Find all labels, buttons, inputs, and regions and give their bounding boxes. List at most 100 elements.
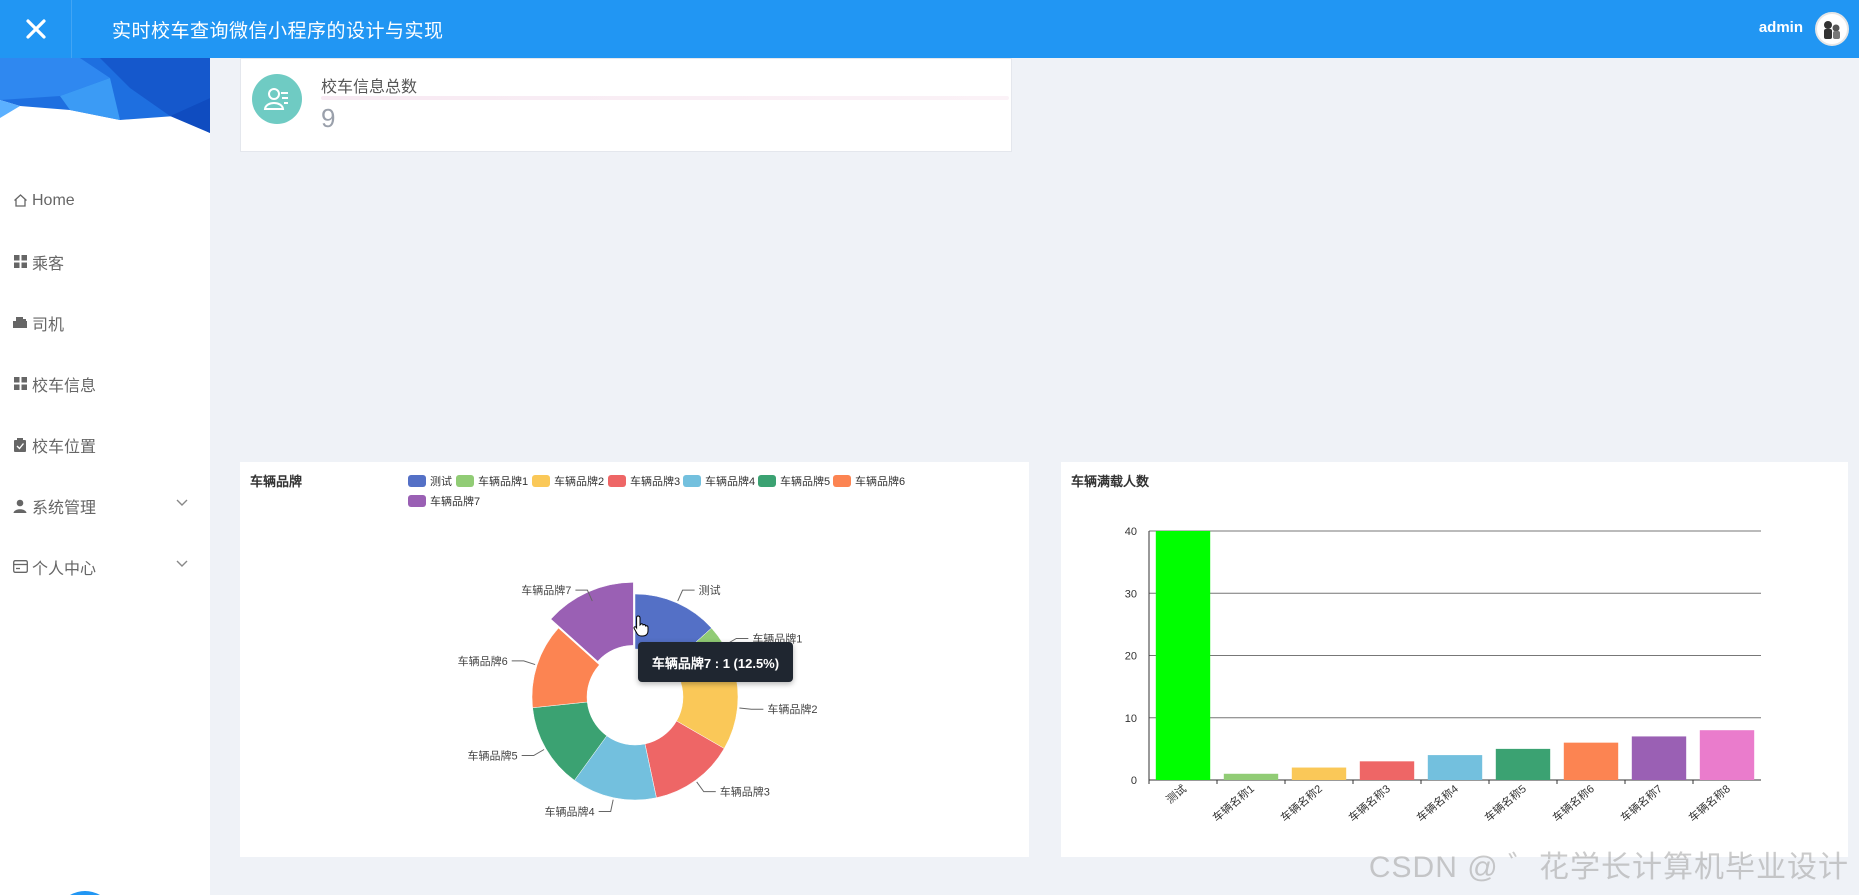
x-tick-label: 车辆名称2 — [1278, 782, 1325, 825]
legend-item[interactable]: 车辆品牌6 — [833, 474, 905, 488]
user-icon — [12, 498, 28, 514]
legend-label: 车辆品牌6 — [855, 474, 905, 488]
pie-slice[interactable] — [531, 627, 600, 709]
stat-icon-circle — [252, 74, 302, 124]
x-tick-label: 车辆名称5 — [1482, 782, 1529, 825]
x-tick-label: 车辆名称6 — [1550, 782, 1597, 825]
pie-leader-line — [677, 589, 695, 602]
close-menu-button[interactable] — [0, 0, 72, 58]
y-tick-label: 20 — [1125, 651, 1137, 663]
pie-tooltip: 车辆品牌7 : 1 (12.5%) — [638, 642, 793, 682]
legend-swatch — [532, 475, 550, 487]
legend-swatch — [683, 475, 701, 487]
sidebar-item-bus-location[interactable]: 校车位置 — [0, 414, 210, 475]
bar[interactable] — [1495, 748, 1551, 780]
y-tick-label: 30 — [1125, 588, 1137, 600]
bus-total-stat-card: 校车信息总数 9 — [240, 58, 1012, 152]
legend-swatch — [758, 475, 776, 487]
bar[interactable] — [1427, 755, 1483, 780]
legend-swatch — [833, 475, 851, 487]
bar[interactable] — [1631, 736, 1687, 780]
legend-label: 车辆品牌4 — [705, 474, 755, 488]
pie-leader-line — [739, 707, 764, 710]
legend-label: 车辆品牌7 — [430, 494, 480, 508]
sidebar-item-passengers[interactable]: 乘客 — [0, 231, 210, 292]
pie-leader-line — [696, 781, 716, 793]
x-tick-label: 车辆名称3 — [1346, 782, 1393, 825]
chevron-down-icon — [176, 560, 188, 567]
app-title: 实时校车查询微信小程序的设计与实现 — [112, 20, 444, 42]
bar[interactable] — [1291, 767, 1347, 780]
legend-swatch — [456, 475, 474, 487]
sidebar-banner — [0, 58, 210, 133]
legend-label: 车辆品牌3 — [630, 474, 680, 488]
watermark: CSDN @ ゛花学长计算机毕业设计 — [1368, 851, 1849, 884]
sidebar-item-label: 个人中心 — [32, 560, 97, 578]
bar[interactable] — [1359, 761, 1415, 780]
brand-pie-chart[interactable]: 测试 车辆品牌1 车辆品牌2 车辆品牌3 车辆品牌4 车辆品牌5 车辆品牌6车辆品牌7测试车… — [240, 462, 1029, 857]
user-list-icon — [263, 88, 288, 110]
bar[interactable] — [1223, 773, 1279, 780]
grid-icon — [12, 376, 28, 392]
car-icon — [12, 315, 28, 331]
legend-label: 车辆品牌2 — [554, 474, 604, 488]
legend-swatch — [408, 495, 426, 507]
legend-item[interactable]: 车辆品牌5 — [758, 474, 830, 488]
pie-slice-label: 车辆品牌2 — [767, 702, 817, 716]
x-tick-label: 车辆名称1 — [1210, 782, 1257, 825]
sidebar-item-label: Home — [32, 191, 75, 209]
legend-swatch — [408, 475, 426, 487]
close-icon — [25, 19, 46, 39]
sidebar-item-label: 司机 — [32, 316, 65, 334]
pie-slice-label: 车辆品牌5 — [468, 749, 518, 763]
pie-chart-title: 车辆品牌 — [250, 474, 303, 489]
sidebar-item-bus-info[interactable]: 校车信息 — [0, 353, 210, 414]
legend-item[interactable]: 车辆品牌1 — [456, 474, 528, 488]
legend-item[interactable]: 车辆品牌4 — [683, 474, 755, 488]
legend-item[interactable]: 车辆品牌7 — [408, 494, 480, 508]
bar[interactable] — [1699, 730, 1755, 780]
x-tick-label: 车辆名称7 — [1618, 782, 1665, 825]
avatar-icon — [1824, 21, 1840, 39]
sidebar-footer-decoration — [70, 891, 100, 895]
grid-icon — [12, 254, 28, 270]
pie-slice-label: 测试 — [699, 584, 721, 597]
pie-slice-label: 车辆品牌7 — [521, 583, 571, 597]
pie-leader-line — [598, 799, 614, 812]
legend-item[interactable]: 车辆品牌2 — [532, 474, 604, 488]
avatar[interactable] — [1815, 12, 1849, 46]
stat-value: 9 — [321, 103, 336, 133]
pie-slice[interactable] — [550, 582, 634, 662]
sidebar-item-system-admin[interactable]: 系统管理 — [0, 475, 210, 536]
legend-label: 测试 — [430, 475, 452, 488]
y-tick-label: 40 — [1125, 526, 1137, 538]
pie-leader-line — [511, 660, 536, 666]
sidebar-item-label: 乘客 — [32, 255, 65, 273]
home-icon — [12, 193, 28, 209]
pie-slice-label: 车辆品牌4 — [545, 804, 595, 818]
stat-divider — [321, 96, 1009, 100]
sidebar-item-drivers[interactable]: 司机 — [0, 292, 210, 353]
legend-label: 车辆品牌5 — [780, 474, 830, 488]
x-tick-label: 测试 — [1164, 782, 1189, 806]
sidebar-item-personal-center[interactable]: 个人中心 — [0, 536, 210, 597]
chevron-down-icon — [176, 499, 188, 506]
stat-label: 校车信息总数 — [321, 79, 418, 96]
legend-swatch — [608, 475, 626, 487]
legend-item[interactable]: 车辆品牌3 — [608, 474, 680, 488]
clipboard-icon — [12, 437, 28, 453]
legend-item[interactable]: 测试 — [408, 475, 452, 488]
pie-slice-label: 车辆品牌3 — [720, 785, 770, 799]
legend-label: 车辆品牌1 — [478, 474, 528, 488]
capacity-bar-chart[interactable]: 0 10 20 30 40 测试 车辆名称1 车辆名称2 车辆名称3 车辆名称4 车辆名称5 车辆名称… — [1061, 462, 1848, 857]
sidebar-menu: Home 乘客 司机 校车信息 校车位置 — [0, 170, 210, 597]
sidebar: Home 乘客 司机 校车信息 校车位置 — [0, 58, 210, 895]
y-tick-label: 10 — [1125, 713, 1137, 725]
sidebar-item-home[interactable]: Home — [0, 170, 210, 231]
bar[interactable] — [1563, 742, 1619, 780]
x-tick-label: 车辆名称4 — [1414, 782, 1461, 825]
hand-cursor-icon — [633, 615, 649, 637]
x-tick-label: 车辆名称8 — [1686, 782, 1733, 825]
username-label[interactable]: admin — [1758, 19, 1803, 36]
bar[interactable] — [1155, 531, 1211, 780]
